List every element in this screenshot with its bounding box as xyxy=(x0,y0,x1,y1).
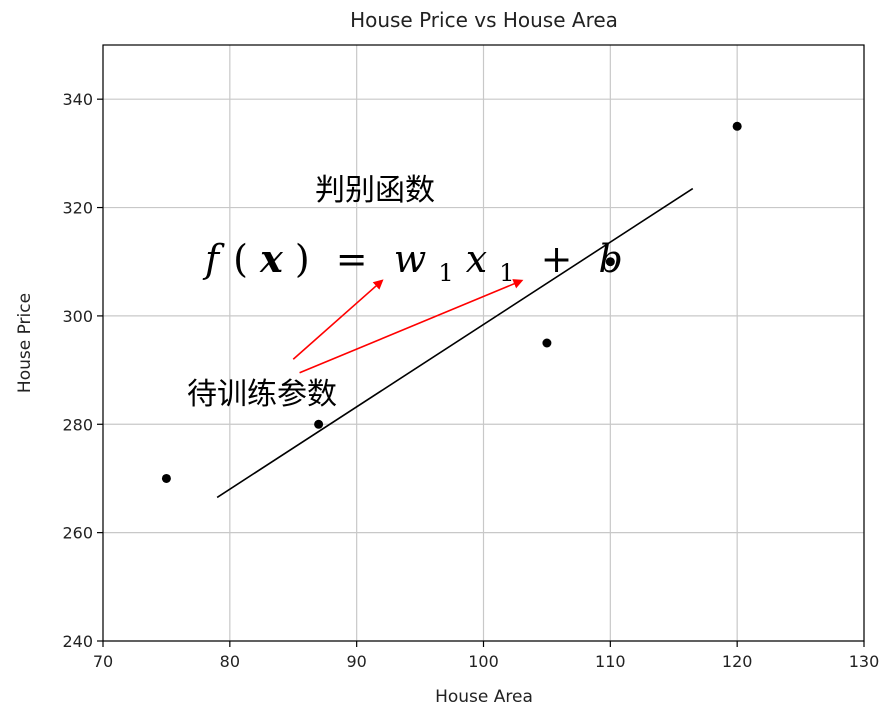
grid-lines xyxy=(102,45,865,642)
y-axis-ticks: 240 260 280 300 320 340 xyxy=(62,90,103,651)
x-tick-label: 110 xyxy=(595,652,626,671)
formula-x1-sub: 1 xyxy=(499,259,514,287)
y-tick-label: 300 xyxy=(62,307,93,326)
y-tick-label: 320 xyxy=(62,199,93,218)
formula-equals: = xyxy=(336,237,368,281)
data-point xyxy=(732,121,742,131)
x-tick-label: 100 xyxy=(468,652,499,671)
x-tick-label: 90 xyxy=(346,652,366,671)
x-tick-label: 130 xyxy=(849,652,880,671)
formula-rparen: ) xyxy=(295,237,310,281)
data-point xyxy=(542,338,552,348)
data-point xyxy=(605,257,615,267)
data-point xyxy=(314,419,324,429)
formula-w: w xyxy=(394,237,427,281)
y-tick-label: 260 xyxy=(62,524,93,543)
formula-plus: + xyxy=(541,237,573,281)
x-axis-label: House Area xyxy=(435,687,533,707)
y-tick-label: 240 xyxy=(62,632,93,651)
annotation-arrows xyxy=(292,279,524,374)
x-tick-label: 120 xyxy=(722,652,753,671)
y-axis-label: House Price xyxy=(15,293,35,393)
discriminant-function-label: 判别函数 xyxy=(315,173,435,208)
data-point xyxy=(161,473,171,483)
formula-f: f xyxy=(202,237,225,281)
x-axis-ticks: 70 80 90 100 110 120 130 xyxy=(93,641,879,671)
x-tick-label: 80 xyxy=(220,652,240,671)
formula: f ( x ) = w 1 x 1 + b xyxy=(202,236,623,290)
y-tick-label: 280 xyxy=(62,415,93,434)
y-tick-label: 340 xyxy=(62,90,93,109)
formula-x1: x xyxy=(466,237,487,281)
x-tick-label: 70 xyxy=(93,652,113,671)
formula-w-sub: 1 xyxy=(438,259,453,287)
annotation-arrow xyxy=(292,279,384,360)
formula-b: b xyxy=(599,237,623,281)
annotation-arrow xyxy=(299,279,524,374)
data-points xyxy=(161,121,742,483)
chart-title: House Price vs House Area xyxy=(350,8,618,32)
fit-line xyxy=(216,187,694,499)
formula-lparen: ( xyxy=(233,237,248,281)
formula-x-bold: x xyxy=(259,236,284,281)
trainable-params-label: 待训练参数 xyxy=(187,377,337,412)
